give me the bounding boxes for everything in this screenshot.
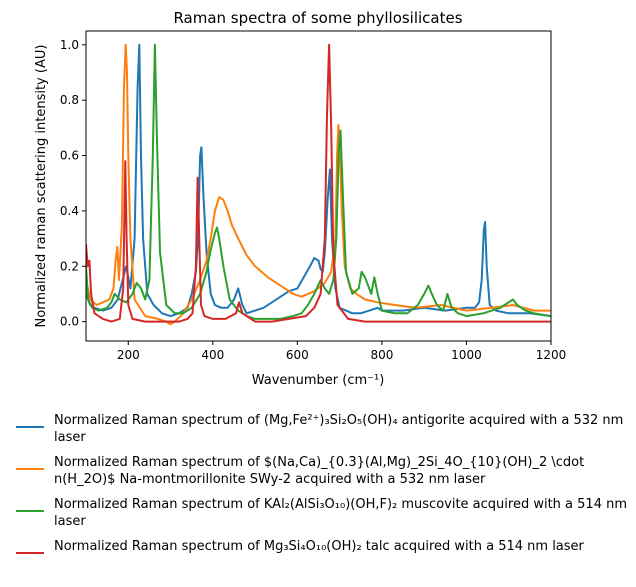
plot-frame xyxy=(85,30,552,342)
x-tick-label-3: 800 xyxy=(370,348,393,362)
legend: Normalized Raman spectrum of (Mg,Fe²⁺)₃S… xyxy=(14,412,629,580)
y-tick-label-2: 0.4 xyxy=(60,204,79,218)
legend-item-antigorite: Normalized Raman spectrum of (Mg,Fe²⁺)₃S… xyxy=(14,412,629,446)
y-tick-label-1: 0.2 xyxy=(60,259,79,273)
x-tick-label-4: 1000 xyxy=(451,348,482,362)
legend-swatch-montmorillonite xyxy=(16,468,44,470)
x-tick-label-2: 600 xyxy=(286,348,309,362)
legend-swatch-talc xyxy=(16,552,44,554)
y-tick-label-3: 0.6 xyxy=(60,149,79,163)
x-tick-label-1: 400 xyxy=(201,348,224,362)
series-line-3 xyxy=(86,43,551,323)
legend-label-talc: Normalized Raman spectrum of Mg₃Si₄O₁₀(O… xyxy=(54,539,584,554)
legend-item-talc: Normalized Raman spectrum of Mg₃Si₄O₁₀(O… xyxy=(14,538,629,572)
series-layer xyxy=(86,43,551,326)
y-tick-label-0: 0.0 xyxy=(60,315,79,329)
chart-title: Raman spectra of some phyllosilicates xyxy=(173,9,462,27)
legend-label-antigorite: Normalized Raman spectrum of (Mg,Fe²⁺)₃S… xyxy=(54,413,624,445)
legend-label-muscovite: Normalized Raman spectrum of KAl₂(AlSi₃O… xyxy=(54,497,628,529)
x-axis-label: Wavenumber (cm⁻¹) xyxy=(252,373,385,388)
y-axis: 0.0 0.2 0.4 0.6 0.8 1.0 xyxy=(60,38,86,329)
x-axis: 200 400 600 800 1000 1200 xyxy=(117,341,566,362)
legend-swatch-muscovite xyxy=(16,510,44,512)
legend-label-montmorillonite: Normalized Raman spectrum of $(Na,Ca)_{0… xyxy=(54,455,585,487)
y-tick-label-5: 1.0 xyxy=(60,38,79,52)
legend-swatch-antigorite xyxy=(16,426,44,428)
chart: Raman spectra of some phyllosilicates 20… xyxy=(34,9,566,388)
legend-item-muscovite: Normalized Raman spectrum of KAl₂(AlSi₃O… xyxy=(14,496,629,530)
x-tick-label-0: 200 xyxy=(117,348,140,362)
y-axis-label: Normalized raman scattering intensity (A… xyxy=(34,45,49,328)
y-tick-label-4: 0.8 xyxy=(60,93,79,107)
legend-item-montmorillonite: Normalized Raman spectrum of $(Na,Ca)_{0… xyxy=(14,454,629,488)
series-line-2 xyxy=(86,43,551,320)
x-tick-label-5: 1200 xyxy=(536,348,567,362)
series-line-1 xyxy=(86,43,551,326)
